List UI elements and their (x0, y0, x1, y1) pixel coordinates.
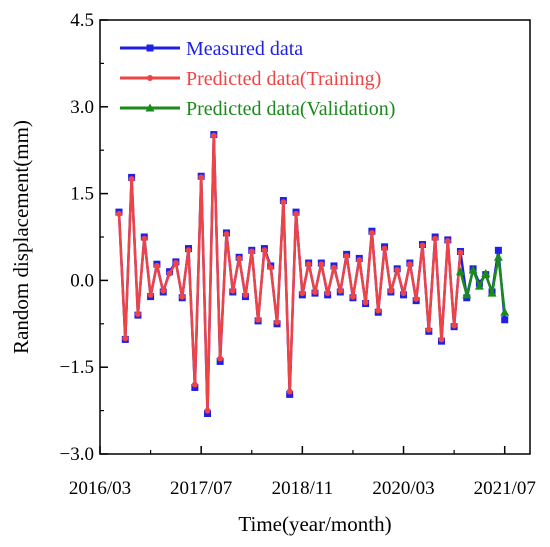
x-tick-label: 2017/07 (170, 478, 232, 499)
series-2-point (337, 287, 344, 294)
series-2-point (147, 291, 154, 298)
series-2-point (242, 291, 249, 298)
series-2-point (324, 290, 331, 297)
series-2-point (362, 299, 369, 306)
series-2-point (191, 381, 198, 388)
series-2-point (375, 307, 382, 314)
x-tick-label: 2016/03 (69, 478, 131, 499)
x-tick-label: 2020/03 (372, 478, 434, 499)
legend-item: Predicted data(Validation) (120, 98, 395, 120)
x-tick-labels: 2016/03 2017/07 2018/11 2020/03 2021/07 (69, 478, 536, 499)
axis-ticks (99, 19, 506, 455)
series-2-point (381, 245, 388, 252)
series-2-point (274, 319, 281, 326)
legend-item: Measured data (120, 38, 303, 60)
series-2-point (286, 388, 293, 395)
series-2-point (261, 247, 268, 254)
series-3-point (474, 281, 484, 290)
legend-label: Predicted data(Training) (186, 68, 381, 90)
legend-swatch-marker (147, 75, 153, 81)
x-tick-label: 2021/07 (474, 478, 536, 499)
series-2-point (432, 235, 439, 242)
series-2-point (343, 253, 350, 260)
series-2-point (394, 266, 401, 273)
series-2-point (134, 310, 141, 317)
y-tick-label: 1.5 (70, 184, 94, 205)
series-2-point (438, 336, 445, 343)
series-2-point (255, 316, 262, 323)
x-tick-label: 2018/11 (272, 478, 334, 499)
series-2-point (217, 355, 224, 362)
legend-item: Predicted data(Training) (120, 68, 381, 90)
y-tick-label: 4.5 (70, 10, 94, 31)
series-3 (455, 252, 510, 316)
series-1-point (494, 246, 502, 254)
legend-label: Predicted data(Validation) (186, 98, 395, 120)
y-tick-label: 3.0 (70, 97, 94, 118)
y-tick-labels: −3.0 −1.5 0.0 1.5 3.0 4.5 (60, 10, 94, 465)
series-2-point (160, 287, 167, 294)
x-axis-title: Time(year/month) (238, 512, 391, 536)
legend-swatch-marker (145, 103, 155, 112)
series-1-point (501, 316, 509, 324)
series-2-point (179, 293, 186, 300)
series-2-point (229, 287, 236, 294)
series-3-line (459, 256, 506, 313)
series-3-point (455, 267, 465, 276)
series-2-point (356, 257, 363, 264)
series-2-point (267, 264, 274, 271)
series-3-point (493, 252, 503, 261)
series-2-point (413, 295, 420, 302)
series-2 (115, 132, 464, 414)
y-tick-label: 0.0 (70, 270, 94, 291)
series-2-point (236, 255, 243, 262)
legend: Measured data Predicted data(Training) Pre… (120, 38, 395, 120)
series-2-point (223, 231, 230, 238)
legend-swatch-marker (146, 44, 154, 52)
series-2-point (185, 247, 192, 254)
series-2-point (204, 407, 211, 414)
series-3-point (500, 307, 510, 316)
series-2-point (349, 293, 356, 300)
series-2-point (122, 335, 129, 342)
series-2-point (444, 238, 451, 245)
series-2-point (141, 235, 148, 242)
series-2-point (400, 290, 407, 297)
series-2-point (198, 174, 205, 181)
series-2-point (293, 210, 300, 217)
y-axis-title: Random displacement(mm) (9, 120, 33, 354)
series-2-point (368, 229, 375, 236)
series-3-point (462, 290, 472, 299)
series-2-point (153, 262, 160, 269)
series-2-point (330, 264, 337, 271)
series-2-point (166, 270, 173, 277)
legend-label: Measured data (186, 38, 303, 60)
series-2-point (451, 322, 458, 329)
series-2-point (299, 290, 306, 297)
series-2-point (115, 210, 122, 217)
series-2-point (305, 261, 312, 268)
series-2-point (210, 132, 217, 139)
series-3-point (481, 268, 491, 277)
series-2-point (387, 287, 394, 294)
series-2-point (280, 199, 287, 206)
series-2-point (419, 242, 426, 249)
series-3-point (487, 288, 497, 297)
y-tick-label: −1.5 (60, 357, 94, 378)
series-2-point (318, 261, 325, 268)
series-2-point (406, 261, 413, 268)
series-2-point (425, 326, 432, 333)
series-2-point (172, 260, 179, 267)
series-3-point (468, 265, 478, 274)
y-tick-label: −3.0 (60, 444, 94, 465)
series-2-point (312, 288, 318, 295)
series-2-point (128, 176, 135, 183)
series-layer (115, 131, 510, 417)
series-2-point (248, 248, 255, 255)
series-2-point (457, 249, 464, 256)
